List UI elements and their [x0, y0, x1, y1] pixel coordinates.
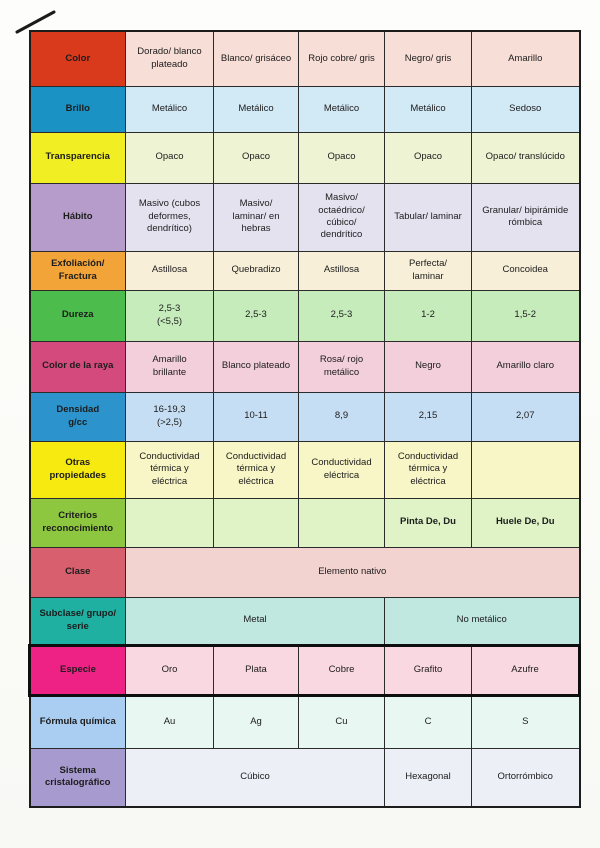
table-cell: Metálico: [213, 85, 299, 133]
table-cell: Sedoso: [471, 85, 580, 133]
table-cell: Grafito: [384, 643, 472, 697]
table-cell: [213, 497, 299, 548]
table-cell: C: [384, 694, 472, 749]
row-habito: Hábito Masivo (cubos deformes, dendrític…: [29, 182, 580, 252]
row-color: Color Dorado/ blanco plateado Blanco/ gr…: [29, 30, 580, 87]
table-cell: S: [471, 694, 580, 749]
table-cell: 16-19,3 (>2,5): [125, 391, 214, 442]
row-formula-quimica: Fórmula química Au Ag Cu C S: [29, 694, 580, 749]
row-label-transparencia: Transparencia: [29, 131, 126, 184]
row-exfoliacion-fractura: Exfoliación/ Fractura Astillosa Quebradi…: [29, 250, 580, 291]
row-criterios: Criterios reconocimiento Pinta De, Du Hu…: [29, 497, 580, 548]
row-label-exfoliacion: Exfoliación/ Fractura: [29, 250, 126, 291]
row-brillo: Brillo Metálico Metálico Metálico Metáli…: [29, 85, 580, 133]
table-cell: Azufre: [471, 643, 581, 697]
table-cell: Amarillo: [471, 30, 580, 87]
table-cell: Au: [125, 694, 214, 749]
table-cell: Metálico: [298, 85, 385, 133]
table-cell: Tabular/ laminar: [384, 182, 472, 252]
row-label-sistema: Sistema cristalográfico: [29, 747, 126, 808]
row-label-color: Color: [29, 30, 126, 87]
table-cell: Opaco: [384, 131, 472, 184]
table-cell: Amarillo claro: [471, 340, 580, 393]
table-cell: [298, 497, 385, 548]
row-label-subclase: Subclase/ grupo/ serie: [29, 596, 126, 646]
table-cell: Negro: [384, 340, 472, 393]
row-label-otras: Otras propiedades: [29, 440, 126, 499]
table-cell: Quebradizo: [213, 250, 299, 291]
row-clase: Clase Elemento nativo: [29, 546, 580, 598]
table-cell: 2,5-3: [298, 289, 385, 342]
table-cell: 2,07: [471, 391, 580, 442]
table-cell: Opaco/ translúcido: [471, 131, 580, 184]
table-cell: Concoidea: [471, 250, 580, 291]
table-cell: Blanco/ grisáceo: [213, 30, 299, 87]
table-cell: Masivo/ laminar/ en hebras: [213, 182, 299, 252]
table-cell: Conductividad térmica y eléctrica: [384, 440, 472, 499]
table-cell: Rosa/ rojo metálico: [298, 340, 385, 393]
table-cell: Ortorrómbico: [471, 747, 580, 808]
row-sistema-cristalografico: Sistema cristalográfico Cúbico Hexagonal…: [29, 747, 580, 808]
table-cell: Conductividad eléctrica: [298, 440, 385, 499]
table-cell: Astillosa: [298, 250, 385, 291]
row-label-formula: Fórmula química: [29, 694, 126, 749]
table-cell: 1-2: [384, 289, 472, 342]
row-label-densidad: Densidad g/cc: [29, 391, 126, 442]
table-cell: Metálico: [384, 85, 472, 133]
table-cell: Metal: [125, 596, 385, 646]
row-dureza: Dureza 2,5-3 (<5,5) 2,5-3 2,5-3 1-2 1,5-…: [29, 289, 580, 342]
table-cell: Huele De, Du: [471, 497, 580, 548]
table-cell: Masivo/ octaédrico/ cúbico/ dendrítico: [298, 182, 385, 252]
row-densidad: Densidad g/cc 16-19,3 (>2,5) 10-11 8,9 2…: [29, 391, 580, 442]
table-cell: Cobre: [298, 643, 385, 697]
row-especie: Especie Oro Plata Cobre Grafito Azufre: [28, 643, 581, 697]
table-cell: Opaco: [298, 131, 385, 184]
row-label-habito: Hábito: [29, 182, 126, 252]
row-subclase: Subclase/ grupo/ serie Metal No metálico: [29, 596, 580, 646]
table-cell: [125, 497, 214, 548]
table-cell: 2,5-3: [213, 289, 299, 342]
row-transparencia: Transparencia Opaco Opaco Opaco Opaco Op…: [29, 131, 580, 184]
table-cell: Rojo cobre/ gris: [298, 30, 385, 87]
row-label-brillo: Brillo: [29, 85, 126, 133]
table-cell: Blanco plateado: [213, 340, 299, 393]
table-cell: Oro: [125, 643, 214, 697]
table-cell: Plata: [213, 643, 299, 697]
row-label-color-raya: Color de la raya: [29, 340, 126, 393]
table-cell: Masivo (cubos deformes, dendrítico): [125, 182, 214, 252]
table-cell: Metálico: [125, 85, 214, 133]
table-cell: No metálico: [384, 596, 580, 646]
table-cell: Perfecta/ laminar: [384, 250, 472, 291]
table-cell: Conductividad térmica y eléctrica: [125, 440, 214, 499]
mineral-properties-table: Color Dorado/ blanco plateado Blanco/ gr…: [28, 30, 581, 808]
table-cell: Negro/ gris: [384, 30, 472, 87]
table-cell: Amarillo brillante: [125, 340, 214, 393]
row-otras-propiedades: Otras propiedades Conductividad térmica …: [29, 440, 580, 499]
table-cell: Astillosa: [125, 250, 214, 291]
table-cell: Cu: [298, 694, 385, 749]
table-cell: Granular/ bipirámide rómbica: [471, 182, 580, 252]
table-cell: 10-11: [213, 391, 299, 442]
table-cell: [471, 440, 580, 499]
row-label-clase: Clase: [29, 546, 126, 598]
row-label-criterios: Criterios reconocimiento: [29, 497, 126, 548]
row-label-dureza: Dureza: [29, 289, 126, 342]
table-cell: Opaco: [213, 131, 299, 184]
row-color-raya: Color de la raya Amarillo brillante Blan…: [29, 340, 580, 393]
table-cell: 2,15: [384, 391, 472, 442]
table-cell: 1,5-2: [471, 289, 580, 342]
table-cell: Elemento nativo: [125, 546, 580, 598]
table-cell: Cúbico: [125, 747, 385, 808]
table-cell: 2,5-3 (<5,5): [125, 289, 214, 342]
table-cell: 8,9: [298, 391, 385, 442]
pen-mark-icon: [15, 10, 56, 34]
row-label-especie: Especie: [28, 643, 126, 697]
table-cell: Hexagonal: [384, 747, 472, 808]
table-cell: Opaco: [125, 131, 214, 184]
table-cell: Conductividad térmica y eléctrica: [213, 440, 299, 499]
table-cell: Dorado/ blanco plateado: [125, 30, 214, 87]
table-cell: Pinta De, Du: [384, 497, 472, 548]
table-cell: Ag: [213, 694, 299, 749]
